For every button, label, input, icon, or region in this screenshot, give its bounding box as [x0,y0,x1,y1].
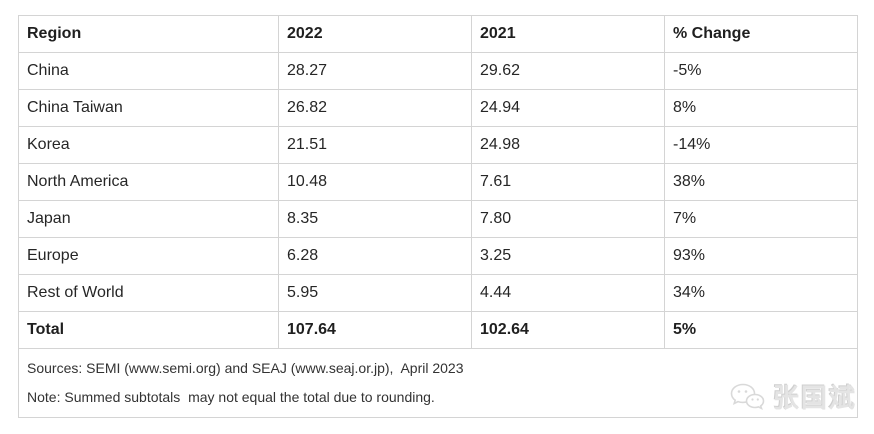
table-footer-row: Sources: SEMI (www.semi.org) and SEAJ (w… [18,348,858,418]
cell-change: 34% [664,274,858,312]
cell-2021: 3.25 [471,237,665,275]
cell-2022: 21.51 [278,126,472,164]
table-header-row: Region 2022 2021 % Change [18,15,858,53]
cell-region: North America [18,163,279,201]
cell-change: 93% [664,237,858,275]
column-header-2021: 2021 [471,15,665,53]
table-row: Korea 21.51 24.98 -14% [18,126,858,164]
cell-region: Korea [18,126,279,164]
cell-2022: 8.35 [278,200,472,238]
note-text: Note: Summed subtotals may not equal the… [27,389,435,405]
cell-total-2021: 102.64 [471,311,665,349]
footer-cell: Sources: SEMI (www.semi.org) and SEAJ (w… [18,348,858,418]
cell-region: China Taiwan [18,89,279,127]
cell-change: -5% [664,52,858,90]
column-header-region: Region [18,15,279,53]
table-row: North America 10.48 7.61 38% [18,163,858,201]
sources-text: Sources: SEMI (www.semi.org) and SEAJ (w… [27,360,464,376]
cell-2021: 24.94 [471,89,665,127]
table-row: Rest of World 5.95 4.44 34% [18,274,858,312]
cell-2022: 6.28 [278,237,472,275]
cell-region: Europe [18,237,279,275]
table-row: Europe 6.28 3.25 93% [18,237,858,275]
cell-2021: 24.98 [471,126,665,164]
cell-2022: 26.82 [278,89,472,127]
cell-total-2022: 107.64 [278,311,472,349]
table-row: China 28.27 29.62 -5% [18,52,858,90]
cell-total-label: Total [18,311,279,349]
table-total-row: Total 107.64 102.64 5% [18,311,858,349]
cell-2022: 10.48 [278,163,472,201]
regional-billings-table: Region 2022 2021 % Change China 28.27 29… [18,15,858,418]
column-header-change: % Change [664,15,858,53]
cell-change: 7% [664,200,858,238]
cell-change: 38% [664,163,858,201]
cell-2021: 4.44 [471,274,665,312]
table-row: China Taiwan 26.82 24.94 8% [18,89,858,127]
cell-2022: 5.95 [278,274,472,312]
cell-change: -14% [664,126,858,164]
cell-change: 8% [664,89,858,127]
cell-2022: 28.27 [278,52,472,90]
table-row: Japan 8.35 7.80 7% [18,200,858,238]
cell-2021: 7.61 [471,163,665,201]
column-header-2022: 2022 [278,15,472,53]
cell-region: Japan [18,200,279,238]
cell-total-change: 5% [664,311,858,349]
cell-region: Rest of World [18,274,279,312]
cell-2021: 7.80 [471,200,665,238]
cell-region: China [18,52,279,90]
cell-2021: 29.62 [471,52,665,90]
